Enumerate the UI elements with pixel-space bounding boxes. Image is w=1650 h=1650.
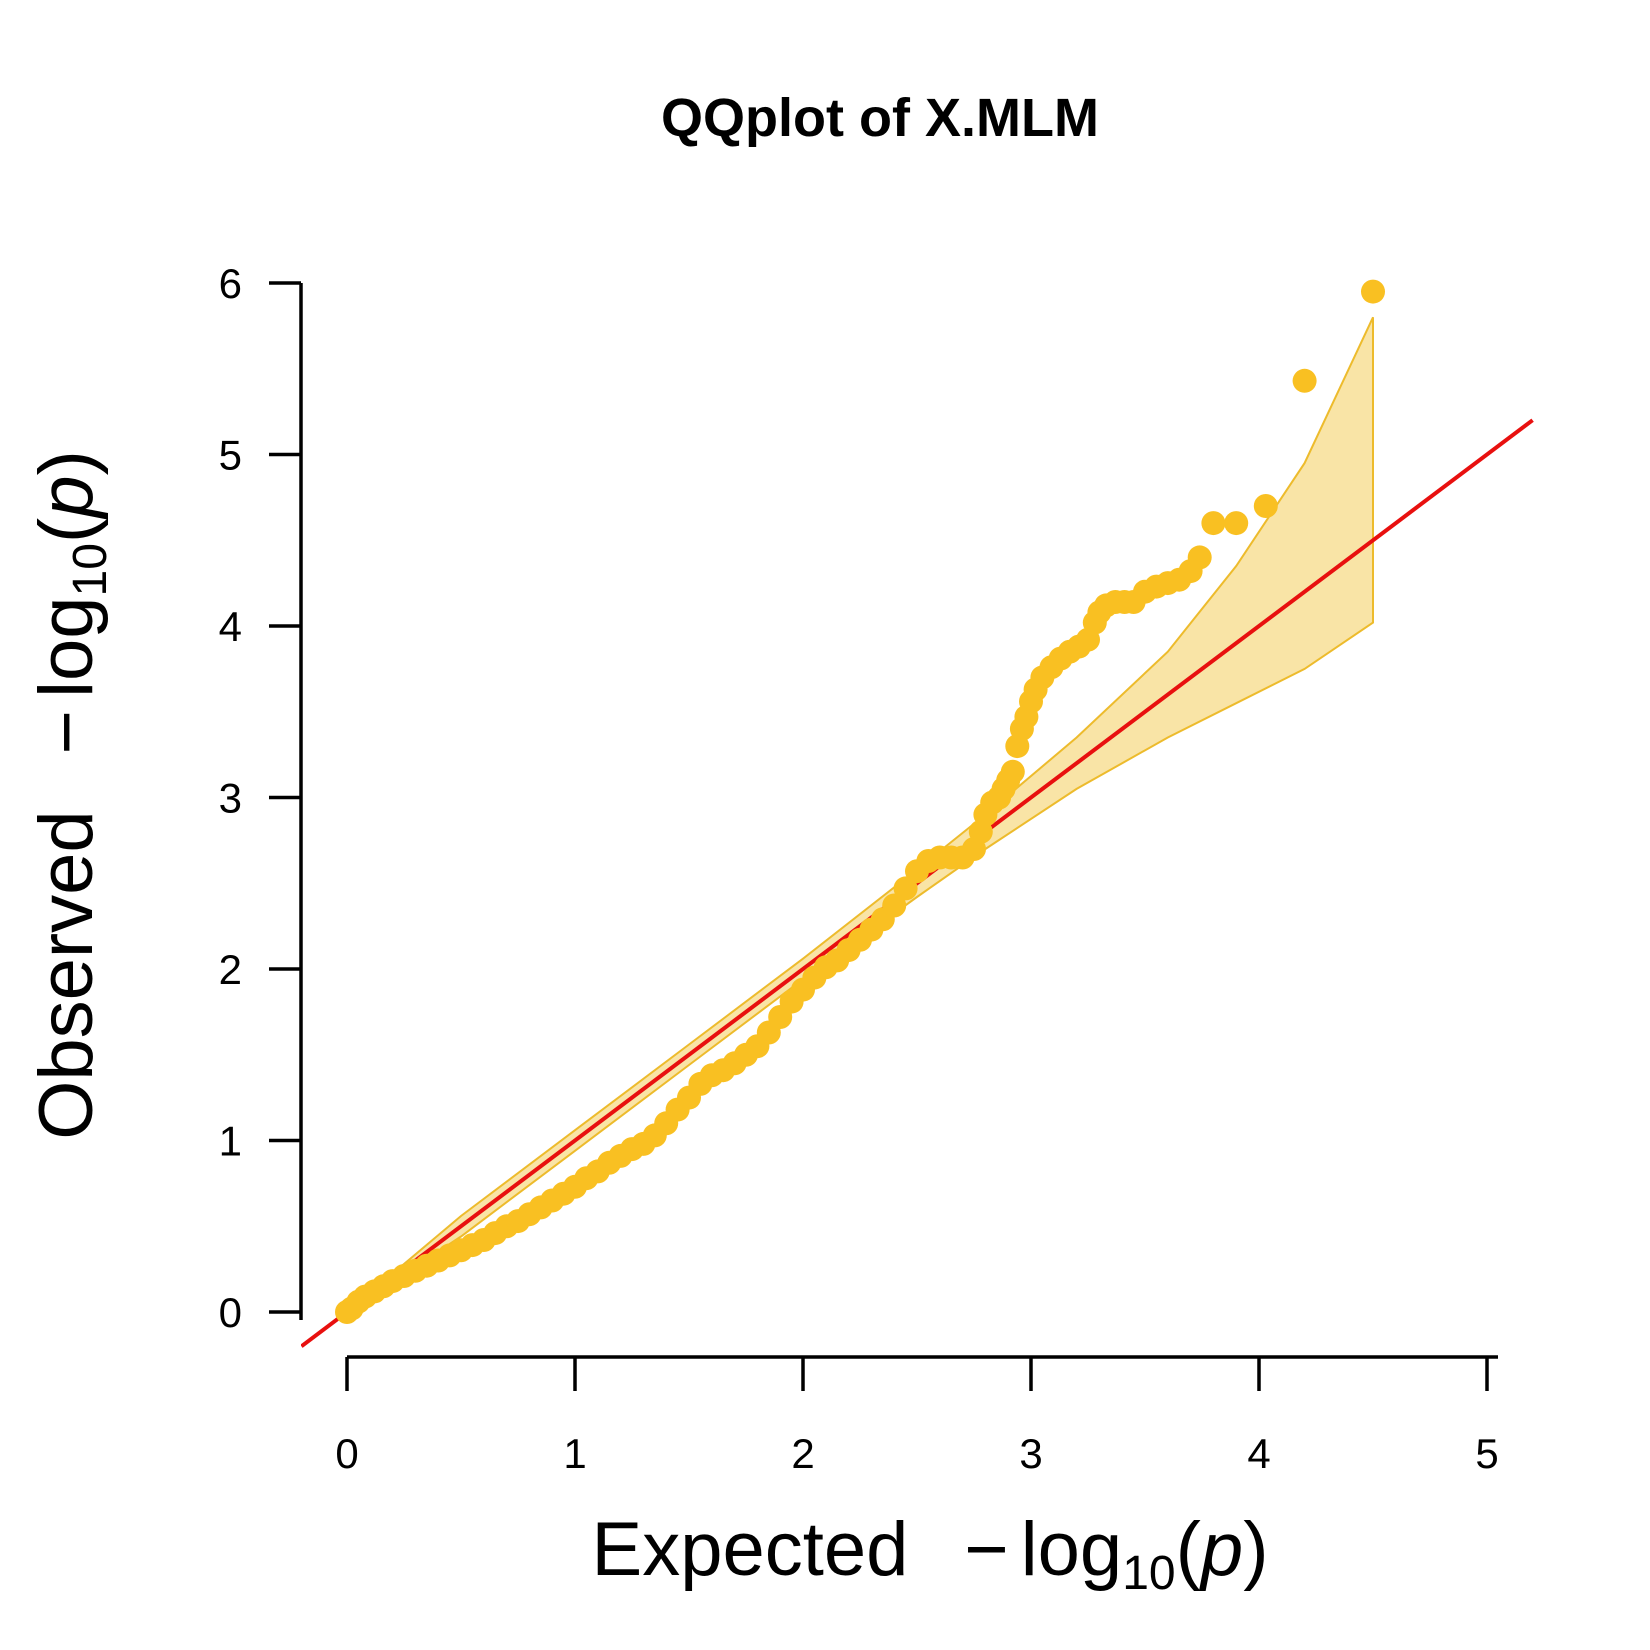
y-axis: 0 1 2 3 4 5 6 <box>219 260 303 1336</box>
data-point <box>1361 279 1385 304</box>
y-tick-label: 2 <box>219 946 242 993</box>
x-tick-label: 2 <box>791 1430 814 1477</box>
y-tick-label: 4 <box>219 603 242 650</box>
y-axis-title-var: p <box>24 476 109 520</box>
x-axis-title-sub: 10 <box>1122 1547 1175 1600</box>
data-point <box>1292 368 1317 393</box>
data-point <box>1201 511 1226 536</box>
data-point <box>882 893 907 918</box>
x-axis-title-log: log <box>1021 1507 1122 1592</box>
y-tick-label: 0 <box>219 1289 242 1336</box>
y-tick-label: 5 <box>219 432 242 479</box>
y-axis-title-close: ) <box>24 450 109 475</box>
y-tick-label: 6 <box>219 260 242 307</box>
data-point <box>1187 545 1212 570</box>
data-point <box>1224 511 1249 536</box>
confidence-band-layer <box>346 316 1374 1313</box>
reference-line <box>301 418 1534 1348</box>
y-axis-title-prefix: Observed <box>24 810 109 1140</box>
x-tick-label: 0 <box>335 1430 358 1477</box>
data-point <box>1000 759 1025 784</box>
y-axis-title-minus: − <box>24 710 109 754</box>
x-axis: 0 1 2 3 4 5 <box>335 1355 1499 1477</box>
x-axis-title-minus: − <box>964 1507 1008 1592</box>
y-axis-title-log: log <box>24 596 109 697</box>
x-axis-title-var: p <box>1199 1507 1243 1592</box>
y-axis-ticks: 0 1 2 3 4 5 6 <box>219 260 301 1336</box>
y-axis-title-sub: 10 <box>64 543 117 596</box>
data-point <box>1253 494 1278 518</box>
confidence-band <box>346 316 1374 1313</box>
y-axis-title: Observed − log10(p) <box>24 450 117 1140</box>
x-tick-label: 5 <box>1475 1430 1498 1477</box>
data-point <box>893 876 918 901</box>
x-axis-title-open: ( <box>1176 1507 1201 1592</box>
x-tick-label: 3 <box>1019 1430 1042 1477</box>
x-tick-label: 4 <box>1247 1430 1270 1477</box>
chart-title: QQplot of X.MLM <box>661 88 1099 148</box>
y-tick-label: 3 <box>219 775 242 822</box>
x-axis-title-close: ) <box>1243 1507 1268 1592</box>
x-axis-title-prefix: Expected <box>592 1507 909 1592</box>
x-tick-label: 1 <box>563 1430 586 1477</box>
x-axis-title: Expected − log10(p) <box>592 1507 1269 1600</box>
reference-line-layer <box>301 418 1534 1348</box>
y-tick-label: 1 <box>219 1118 242 1165</box>
x-axis-ticks: 0 1 2 3 4 5 <box>335 1357 1499 1477</box>
y-axis-title-open: ( <box>24 518 109 543</box>
data-points-layer <box>335 279 1385 1324</box>
